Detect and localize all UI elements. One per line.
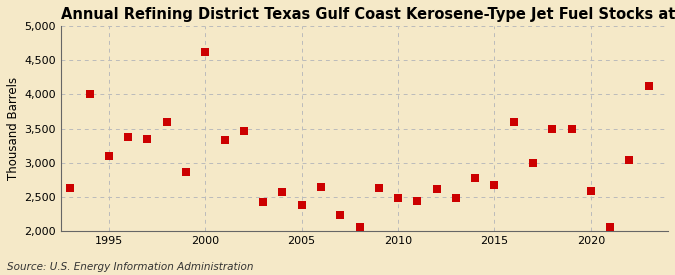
Point — [393, 196, 404, 200]
Text: Source: U.S. Energy Information Administration: Source: U.S. Energy Information Administ… — [7, 262, 253, 272]
Point — [200, 50, 211, 54]
Point — [84, 92, 95, 97]
Point — [258, 200, 269, 205]
Point — [566, 126, 577, 131]
Point — [450, 196, 461, 200]
Point — [238, 129, 249, 133]
Point — [180, 169, 191, 174]
Point — [373, 186, 384, 190]
Point — [585, 189, 596, 193]
Point — [508, 120, 519, 124]
Point — [296, 203, 307, 207]
Point — [412, 199, 423, 203]
Text: Annual Refining District Texas Gulf Coast Kerosene-Type Jet Fuel Stocks at Refin: Annual Refining District Texas Gulf Coas… — [61, 7, 675, 22]
Point — [547, 127, 558, 131]
Point — [335, 213, 346, 218]
Point — [219, 138, 230, 142]
Point — [354, 225, 365, 229]
Point — [65, 186, 76, 190]
Point — [605, 225, 616, 229]
Point — [643, 84, 654, 88]
Point — [161, 120, 172, 125]
Point — [103, 154, 114, 158]
Point — [142, 137, 153, 142]
Point — [470, 176, 481, 180]
Point — [528, 161, 539, 166]
Point — [431, 186, 442, 191]
Point — [277, 189, 288, 194]
Point — [315, 185, 326, 189]
Point — [624, 158, 635, 162]
Point — [489, 183, 500, 188]
Y-axis label: Thousand Barrels: Thousand Barrels — [7, 77, 20, 180]
Point — [123, 134, 134, 139]
